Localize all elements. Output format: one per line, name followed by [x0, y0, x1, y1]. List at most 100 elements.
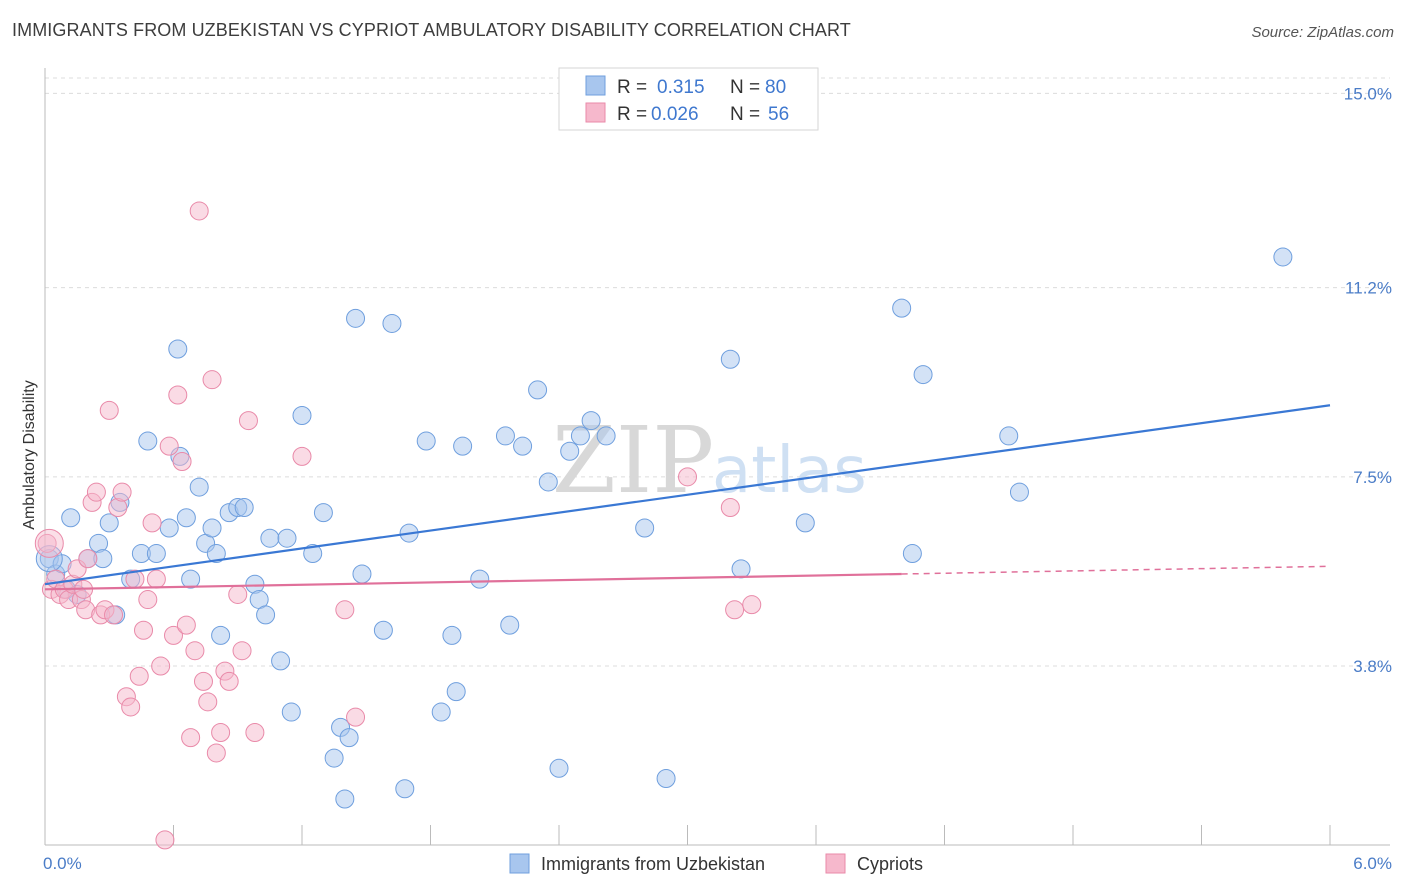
- uzbekistan-point: [495, 426, 515, 446]
- uzbekistan-point: [446, 682, 466, 702]
- uzbekistan-point: [902, 544, 922, 564]
- series-cypriots-points: [34, 201, 762, 850]
- uzbekistan-point: [281, 702, 301, 722]
- trend-line-uzbekistan: [44, 404, 1331, 586]
- uzbekistan-point: [382, 313, 402, 333]
- cypriots-point: [146, 569, 166, 589]
- cypriots-point: [34, 528, 64, 558]
- cypriots-point: [134, 620, 154, 640]
- cypriots-point: [121, 697, 141, 717]
- uzbekistan-point: [892, 298, 912, 318]
- cypriots-point: [86, 482, 106, 502]
- y-axis-label: Ambulatory Disability: [21, 380, 38, 529]
- uzbekistan-point: [416, 431, 436, 451]
- bottom-legend: Immigrants from Uzbekistan Cypriots: [509, 853, 923, 874]
- cypriots-point: [78, 549, 98, 569]
- cypriots-point: [164, 625, 183, 645]
- uzbekistan-point: [339, 728, 359, 748]
- uzbekistan-point: [168, 339, 188, 359]
- cypriots-point: [172, 452, 192, 471]
- legend-n-value-pink: 56: [768, 104, 789, 125]
- y-tick-label: 15.0%: [1344, 84, 1392, 103]
- uzbekistan-point: [795, 513, 815, 533]
- top-legend: R = 0.315 N = 80 R = 0.026 N = 56: [558, 67, 819, 131]
- cypriots-point: [238, 411, 258, 431]
- uzbekistan-point: [211, 625, 231, 645]
- uzbekistan-point: [346, 308, 366, 328]
- trend-line-cypriots: [44, 572, 902, 591]
- cypriots-point: [211, 723, 231, 743]
- uzbekistan-point: [324, 748, 344, 768]
- uzbekistan-point: [999, 426, 1019, 446]
- cypriots-point: [742, 595, 762, 615]
- uzbekistan-point: [146, 544, 166, 564]
- cypriots-point: [219, 671, 239, 691]
- uzbekistan-point: [581, 411, 601, 431]
- legend-n-label: N =: [730, 77, 760, 98]
- x-tick-label-max: 6.0%: [1353, 854, 1392, 873]
- uzbekistan-point: [181, 569, 201, 589]
- uzbekistan-point: [395, 779, 415, 799]
- bottom-legend-swatch-pink: [825, 853, 846, 874]
- y-tick-label: 3.8%: [1353, 657, 1392, 676]
- legend-n-value-blue: 80: [765, 77, 786, 98]
- uzbekistan-point: [570, 426, 590, 446]
- cypriots-point: [176, 615, 196, 635]
- cypriots-point: [99, 400, 119, 420]
- watermark-zip: ZIP: [552, 407, 714, 514]
- cypriots-point: [142, 513, 162, 533]
- cypriots-point: [168, 385, 188, 405]
- uzbekistan-point: [513, 436, 533, 456]
- cypriots-point: [151, 656, 171, 676]
- bottom-legend-label-blue: Immigrants from Uzbekistan: [541, 854, 765, 874]
- cypriots-point: [138, 590, 158, 610]
- cypriots-point: [720, 498, 740, 518]
- uzbekistan-point: [442, 625, 462, 645]
- bottom-legend-label-pink: Cypriots: [857, 854, 923, 874]
- legend-r-value-blue: 0.315: [657, 77, 705, 98]
- cypriots-point: [159, 436, 179, 456]
- uzbekistan-point: [202, 518, 222, 538]
- cypriots-point: [198, 692, 218, 712]
- uzbekistan-point: [656, 769, 676, 789]
- uzbekistan-point: [352, 564, 372, 584]
- cypriots-point: [292, 446, 312, 466]
- uzbekistan-point: [549, 758, 569, 778]
- cypriots-point: [104, 605, 124, 625]
- uzbekistan-point: [453, 436, 473, 456]
- cypriots-point: [335, 600, 355, 620]
- uzbekistan-point: [61, 508, 81, 528]
- cypriots-point: [678, 467, 697, 487]
- cypriots-point: [129, 666, 149, 686]
- cypriots-point: [228, 584, 248, 604]
- tick-labels: 3.8% 7.5% 11.2% 15.0% 0.0% 6.0%: [43, 84, 1392, 873]
- trend-lines: [44, 404, 1331, 591]
- uzbekistan-point: [635, 518, 655, 538]
- legend-r-label: R =: [617, 104, 647, 125]
- uzbekistan-point: [206, 544, 226, 564]
- uzbekistan-point: [913, 365, 933, 385]
- uzbekistan-point: [176, 508, 196, 528]
- bottom-legend-swatch-blue: [509, 853, 530, 874]
- uzbekistan-point: [1009, 482, 1029, 502]
- uzbekistan-point: [373, 620, 393, 640]
- cypriots-point: [206, 743, 226, 763]
- uzbekistan-point: [538, 472, 558, 492]
- axes: [44, 68, 1390, 846]
- legend-swatch-blue: [585, 75, 606, 96]
- uzbekistan-point: [596, 426, 616, 446]
- cypriots-point: [232, 641, 252, 661]
- uzbekistan-point: [470, 569, 490, 589]
- uzbekistan-point: [277, 528, 297, 548]
- uzbekistan-point: [260, 528, 280, 548]
- y-tick-label: 7.5%: [1353, 468, 1392, 487]
- uzbekistan-point: [720, 349, 740, 369]
- cypriots-point: [181, 728, 201, 748]
- legend-n-label: N =: [730, 104, 760, 125]
- chart-title: IMMIGRANTS FROM UZBEKISTAN VS CYPRIOT AM…: [12, 20, 851, 40]
- source-label: Source: ZipAtlas.com: [1251, 24, 1394, 41]
- uzbekistan-point: [1273, 247, 1293, 267]
- uzbekistan-point: [500, 615, 520, 635]
- uzbekistan-point: [99, 513, 119, 533]
